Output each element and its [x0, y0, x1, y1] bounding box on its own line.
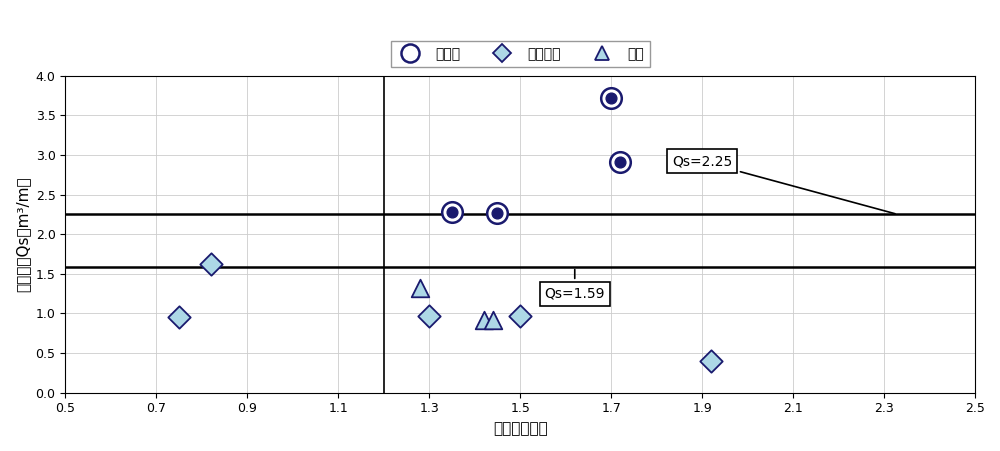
Text: Qs=2.25: Qs=2.25: [672, 154, 895, 214]
X-axis label: 应力突进系数: 应力突进系数: [493, 421, 548, 436]
Legend: 油气层, 油水同层, 水层: 油气层, 油水同层, 水层: [391, 41, 650, 67]
Text: Qs=1.59: Qs=1.59: [545, 270, 605, 301]
Point: [603, 94, 619, 101]
Point: [171, 314, 187, 321]
Point: [612, 158, 628, 166]
Point: [203, 260, 219, 267]
Point: [489, 209, 505, 216]
Point: [444, 208, 460, 216]
Y-axis label: 米加砂量Qs（m³/m）: 米加砂量Qs（m³/m）: [15, 176, 30, 292]
Point: [421, 312, 437, 319]
Point: [476, 316, 492, 323]
Point: [444, 208, 460, 216]
Point: [485, 316, 501, 323]
Point: [489, 209, 505, 216]
Point: [703, 357, 719, 364]
Point: [603, 94, 619, 101]
Point: [512, 312, 528, 319]
Point: [612, 158, 628, 166]
Point: [412, 285, 428, 292]
